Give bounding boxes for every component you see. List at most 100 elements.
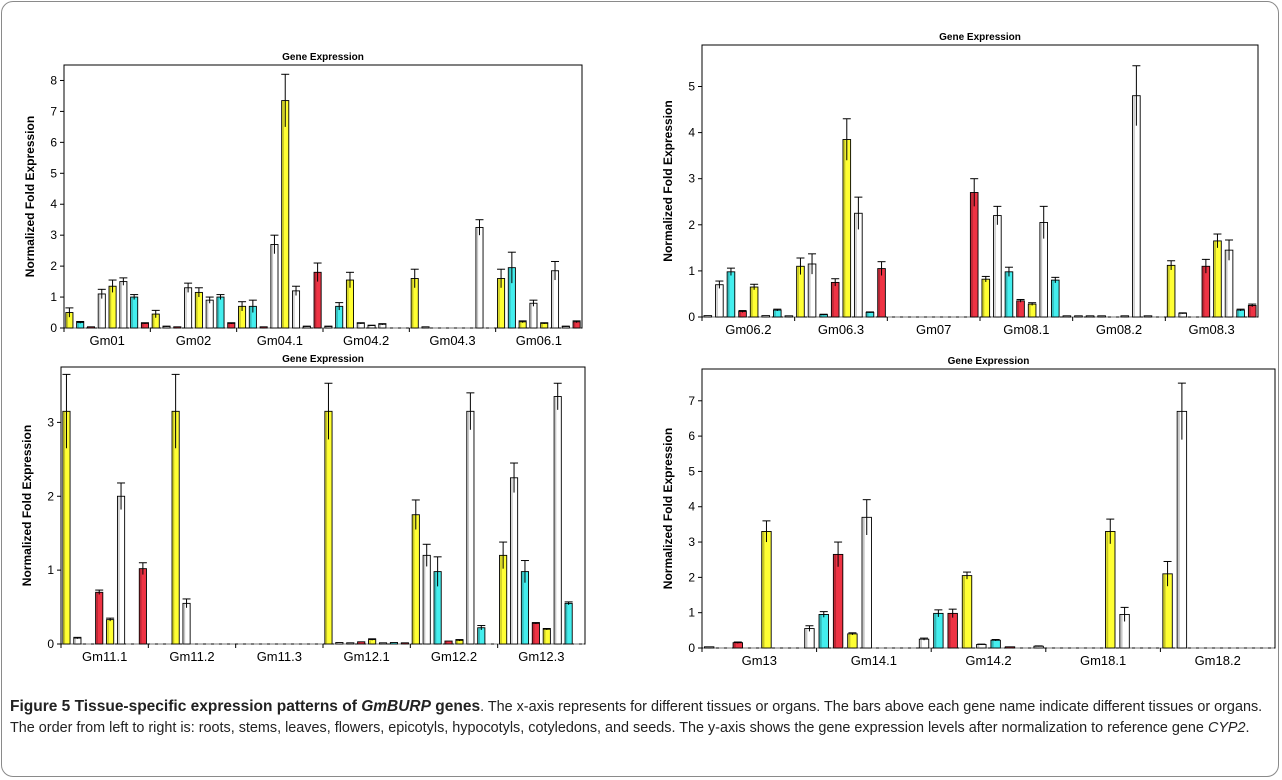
bar-shade xyxy=(445,641,448,644)
bar-shade xyxy=(1034,646,1037,648)
bar-shade xyxy=(1168,265,1170,317)
bar-shade xyxy=(878,269,881,317)
bar-shade xyxy=(99,294,101,328)
bar-shade xyxy=(543,629,546,644)
caption-gene-name: GmBURP xyxy=(361,698,431,715)
bar-shade xyxy=(422,327,425,328)
x-tick-label: Gm06.2 xyxy=(725,322,771,337)
bar-shade xyxy=(172,411,175,644)
y-tick-label: 4 xyxy=(688,126,695,140)
bar-shade xyxy=(565,603,568,644)
bar-shade xyxy=(934,613,937,648)
x-tick-label: Gm11.2 xyxy=(169,649,214,664)
bar-shade xyxy=(347,280,349,328)
bar-shade xyxy=(819,615,822,648)
bar-shade xyxy=(1005,272,1008,317)
y-tick-label: 5 xyxy=(688,464,695,478)
x-tick-label: Gm13 xyxy=(742,653,777,668)
bar-shade xyxy=(1087,316,1089,317)
bar xyxy=(444,640,453,645)
chart-panel-4: Gene Expression Normalized Fold Expressio… xyxy=(661,356,1276,668)
x-tick-label: Gm12.1 xyxy=(344,649,390,664)
bar-shade xyxy=(1133,96,1135,317)
bar-shade xyxy=(1029,304,1031,317)
y-tick-label: 1 xyxy=(688,264,695,278)
y-tick-label: 7 xyxy=(688,394,695,408)
bar xyxy=(703,646,715,649)
x-tick-label: Gm12.3 xyxy=(518,649,564,664)
bar-shade xyxy=(140,569,142,644)
bar-shade xyxy=(982,279,985,317)
bar xyxy=(173,326,182,329)
bar-shade xyxy=(412,515,415,644)
bar-shade xyxy=(511,478,513,644)
y-tick-label: 3 xyxy=(50,228,57,242)
bar-shade xyxy=(991,640,994,648)
x-tick-label: Gm06.3 xyxy=(818,322,864,337)
bar-shade xyxy=(368,326,371,328)
y-tick-label: 1 xyxy=(688,606,695,620)
y-axis-label: Normalized Fold Expression xyxy=(20,425,34,586)
y-tick-label: 8 xyxy=(50,73,57,87)
bar-shade xyxy=(96,592,98,644)
bar xyxy=(1004,646,1016,649)
bar xyxy=(421,326,430,329)
bar-shade xyxy=(805,629,808,648)
bar-shade xyxy=(797,266,799,317)
x-tick-label: Gm02 xyxy=(176,333,211,348)
bar-shade xyxy=(358,323,360,328)
y-tick-label: 3 xyxy=(47,415,54,429)
y-tick-label: 2 xyxy=(50,259,57,273)
bar-shade xyxy=(848,634,851,648)
bar-shade xyxy=(77,323,79,328)
bar-shade xyxy=(751,287,753,317)
bar-shade xyxy=(809,264,811,317)
bar-shade xyxy=(293,291,295,328)
x-tick-label: Gm04.3 xyxy=(429,333,475,348)
bar-shade xyxy=(1163,574,1166,648)
y-tick-label: 3 xyxy=(688,535,695,549)
bar-shade xyxy=(250,306,252,328)
bar-shade xyxy=(304,327,306,328)
y-tick-label: 0 xyxy=(47,637,54,651)
bar xyxy=(1120,315,1130,318)
bar-shade xyxy=(705,647,708,648)
bar-shade xyxy=(733,643,736,648)
y-tick-label: 5 xyxy=(688,79,695,93)
caption-ref-gene: CYP2 xyxy=(1207,720,1246,736)
y-axis-label: Normalized Fold Expression xyxy=(661,428,675,589)
x-tick-label: Gm08.3 xyxy=(1189,322,1235,337)
bar-shade xyxy=(843,140,846,317)
bar-shade xyxy=(325,327,328,328)
bar-shade xyxy=(1063,316,1066,317)
y-tick-label: 4 xyxy=(50,197,57,211)
plot-area xyxy=(60,366,586,645)
y-tick-label: 5 xyxy=(50,166,57,180)
bar-shade xyxy=(107,620,109,644)
x-tick-label: Gm01 xyxy=(89,333,124,348)
bar-shade xyxy=(74,638,77,644)
bar-shade xyxy=(785,316,788,317)
y-tick-label: 6 xyxy=(688,429,695,443)
y-tick-label: 2 xyxy=(47,489,54,503)
bar-shade xyxy=(554,397,557,644)
bar-shade xyxy=(380,643,382,644)
bar-shade xyxy=(500,555,502,644)
x-tick-label: Gm07 xyxy=(916,322,951,337)
bar-shade xyxy=(467,411,470,644)
bar-shade xyxy=(228,323,230,328)
bar-shade xyxy=(1249,306,1251,317)
bar xyxy=(761,315,770,318)
bar-shade xyxy=(423,555,426,644)
bar-shade xyxy=(774,310,776,317)
bar-shade xyxy=(762,316,765,317)
bar-shade xyxy=(541,323,543,328)
chart-title: Gene Expression xyxy=(939,32,1021,43)
bar-shade xyxy=(963,576,965,648)
bar-shade xyxy=(1177,411,1180,648)
bar-shade xyxy=(704,316,707,317)
x-tick-label: Gm04.1 xyxy=(257,333,303,348)
bar xyxy=(378,642,388,645)
bar-shade xyxy=(920,639,923,648)
